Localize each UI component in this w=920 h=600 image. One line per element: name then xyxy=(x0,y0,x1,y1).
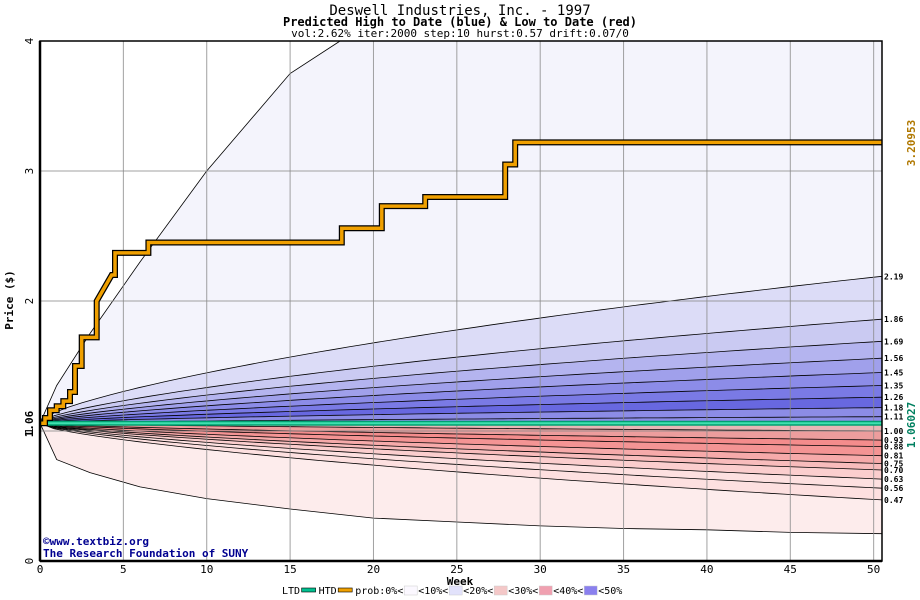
chart-title: Deswell Industries, Inc. - 1997 xyxy=(329,3,590,19)
band-end-label: 1.69 xyxy=(884,337,903,346)
band-end-label: 0.56 xyxy=(884,484,903,493)
x-tick-label: 40 xyxy=(700,563,713,576)
low-band-line-8 xyxy=(39,422,883,489)
high-outer-region xyxy=(40,41,882,424)
band-end-label: 1.45 xyxy=(884,369,903,378)
legend-label-htd: HTD xyxy=(319,586,337,597)
legend-label-ltd: LTD xyxy=(282,586,300,597)
band-end-label: 1.35 xyxy=(884,382,903,391)
htd-final-value: 3.20953 xyxy=(905,120,918,166)
high-band-line-4 xyxy=(39,357,883,424)
band-end-label: 1.26 xyxy=(884,393,903,402)
band-end-label: 0.63 xyxy=(884,475,903,484)
series-lines xyxy=(40,139,882,427)
high-band-line-1 xyxy=(39,275,883,424)
low-band-8 xyxy=(40,423,882,489)
low-band-2 xyxy=(40,423,882,441)
x-tick-label: 45 xyxy=(784,563,797,576)
high-band-6 xyxy=(40,385,882,424)
x-tick-label: 10 xyxy=(200,563,213,576)
y-tick-label: 1 xyxy=(23,428,36,435)
y-axis-label: Price ($) xyxy=(3,270,16,330)
low-band-line-3 xyxy=(39,422,883,447)
high-band-5 xyxy=(40,372,882,424)
low-band-line-9 xyxy=(39,422,883,501)
low-band-6 xyxy=(40,423,882,470)
band-end-label: 1.18 xyxy=(884,404,903,413)
legend-bucket-label: <20%< xyxy=(463,586,493,597)
band-end-label: 0.81 xyxy=(884,452,903,461)
high-band-8 xyxy=(40,407,882,424)
legend-swatch xyxy=(583,585,598,596)
x-tick-label: 15 xyxy=(283,563,296,576)
high-band-3 xyxy=(40,341,882,424)
low-band-7 xyxy=(40,423,882,480)
high-band-line-5 xyxy=(39,372,883,424)
x-tick-label: 35 xyxy=(617,563,630,576)
legend: LTD HTD prob:0%< <10%< <20%< <30%< <40%< <50% xyxy=(282,585,622,597)
high-band-line-3 xyxy=(39,340,883,424)
high-band-line-7 xyxy=(39,396,883,424)
y-tick-label: 4 xyxy=(23,37,36,44)
low-band-line-5 xyxy=(39,422,883,464)
x-tick-label: 50 xyxy=(867,563,880,576)
x-tick-label: 30 xyxy=(534,563,547,576)
legend-bucket-label: <30%< xyxy=(508,586,538,597)
band-end-label: 2.19 xyxy=(884,272,903,281)
legend-swatch xyxy=(493,585,508,596)
high-band-1 xyxy=(40,276,882,424)
credits-site: ©www.textbiz.org xyxy=(43,535,149,548)
low-band-line-2 xyxy=(39,422,883,441)
legend-swatch-ltd xyxy=(301,587,316,593)
band-end-label: 0.93 xyxy=(884,436,903,445)
legend-bucket-label: <40%< xyxy=(553,586,583,597)
high-band-line-2 xyxy=(39,318,883,424)
band-end-label: 1.00 xyxy=(884,427,903,436)
band-end-labels: 2.19 1.86 1.69 1.56 1.45 1.35 1.26 1.181.11 1.00… xyxy=(884,272,903,505)
x-axis-label: Week xyxy=(447,575,474,588)
low-band-line-7 xyxy=(39,422,883,480)
chart-subtitle: Predicted High to Date (blue) & Low to D… xyxy=(283,15,637,29)
low-band-line-6 xyxy=(39,422,883,471)
low-outer-region xyxy=(40,423,882,534)
ltd-final-value: 1.06027 xyxy=(905,402,918,448)
low-band-line-4 xyxy=(39,422,883,457)
low-band-4 xyxy=(40,423,882,456)
legend-swatch-htd xyxy=(337,587,353,593)
y-tick-label: 0 xyxy=(23,558,36,565)
credits-org: The Research Foundation of SUNY xyxy=(43,547,249,560)
band-end-label: 1.56 xyxy=(884,354,903,363)
band-end-label: 0.88 xyxy=(884,443,903,452)
start-price-label: 1.06 xyxy=(23,410,36,437)
band-end-label: 0.70 xyxy=(884,466,903,475)
x-tick-label: 5 xyxy=(120,563,127,576)
band-end-label: 1.11 xyxy=(884,413,903,422)
band-end-label: 0.75 xyxy=(884,460,903,469)
low-band-3 xyxy=(40,423,882,447)
band-end-label: 0.47 xyxy=(884,496,903,505)
x-tick-label: 20 xyxy=(367,563,380,576)
legend-swatch xyxy=(538,585,553,596)
low-band-9 xyxy=(40,423,882,500)
chart-params: vol:2.62% iter:2000 step:10 hurst:0.57 d… xyxy=(291,27,629,40)
legend-swatch xyxy=(403,585,418,596)
legend-swatch xyxy=(448,585,463,596)
htd-line xyxy=(40,140,882,425)
y-tick-label: 3 xyxy=(23,168,36,175)
x-tick-label: 25 xyxy=(450,563,463,576)
high-band-line-6 xyxy=(39,385,883,424)
legend-prob-label: prob:0%< xyxy=(355,586,403,597)
high-band-line-8 xyxy=(39,407,883,424)
high-band-2 xyxy=(40,319,882,424)
band-end-label: 1.86 xyxy=(884,315,903,324)
y-tick-label: 2 xyxy=(23,298,36,305)
probability-bands xyxy=(39,40,883,535)
legend-bucket-label: <10%< xyxy=(418,586,448,597)
legend-bucket-label: <50% xyxy=(598,586,622,597)
axes: 0 5 10 15 20 25 30 35 40 45 50 0 1 2 3 4 xyxy=(23,37,883,576)
x-tick-label: 0 xyxy=(37,563,44,576)
low-band-5 xyxy=(40,423,882,464)
